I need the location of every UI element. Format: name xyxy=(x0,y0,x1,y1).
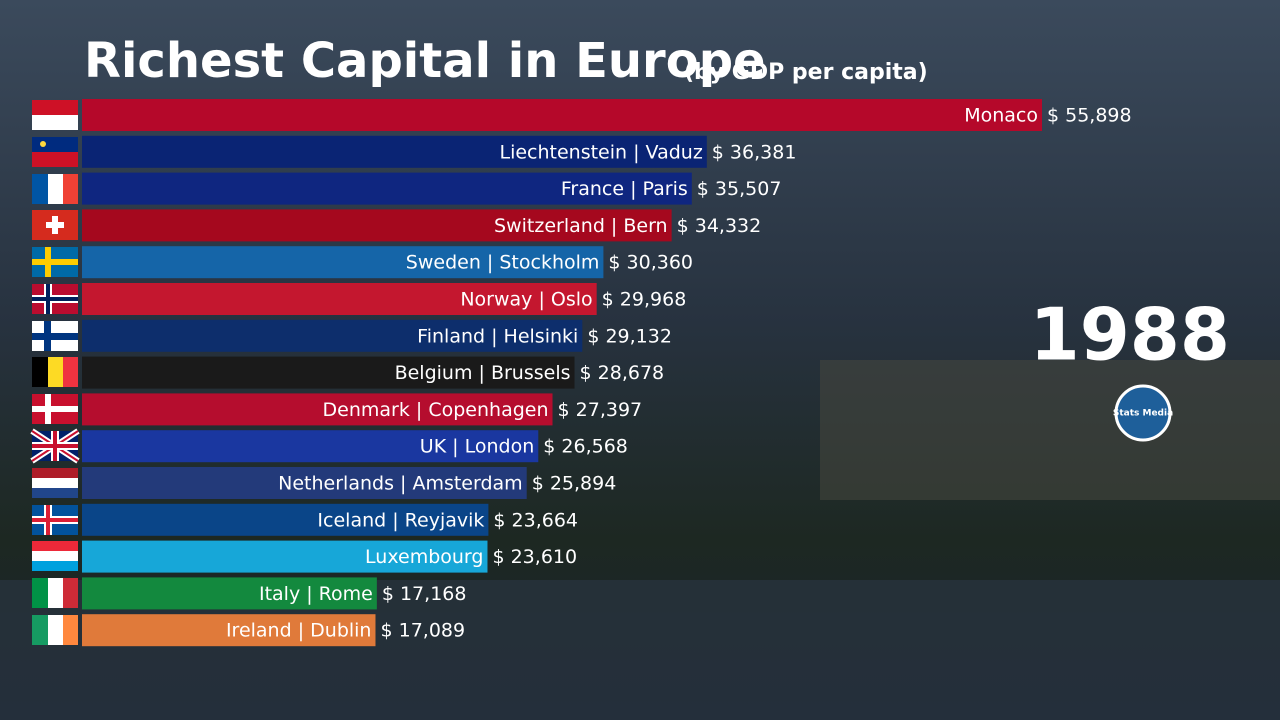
flag xyxy=(32,100,78,130)
flag xyxy=(32,615,78,645)
bar-label: Netherlands | Amsterdam xyxy=(278,473,523,495)
bar xyxy=(82,319,583,352)
value-label: $ 26,568 xyxy=(543,436,628,458)
bar xyxy=(82,135,707,168)
value-label: $ 27,397 xyxy=(558,399,643,421)
bar xyxy=(82,614,376,647)
flag xyxy=(32,541,78,571)
bar xyxy=(82,540,488,573)
value-label: $ 55,898 xyxy=(1047,105,1132,127)
bar xyxy=(82,246,604,279)
flag xyxy=(32,247,78,277)
flag xyxy=(32,210,78,240)
value-label: $ 30,360 xyxy=(608,252,693,274)
bar-label: Italy | Rome xyxy=(259,583,373,605)
bar-label: Finland | Helsinki xyxy=(417,325,578,347)
value-label: $ 28,678 xyxy=(580,362,665,384)
bar xyxy=(82,172,692,205)
value-label: $ 17,089 xyxy=(380,620,465,642)
flag xyxy=(32,394,78,424)
flag xyxy=(32,578,78,608)
value-label: $ 23,664 xyxy=(493,509,578,531)
bar-label: Norway | Oslo xyxy=(460,289,592,311)
bar-label: Liechtenstein | Vaduz xyxy=(499,141,702,163)
bar-label: Denmark | Copenhagen xyxy=(323,399,549,421)
logo-badge xyxy=(1114,384,1172,442)
flags xyxy=(30,100,80,645)
bar xyxy=(82,99,1042,131)
bar xyxy=(82,283,597,315)
bar-label: Switzerland | Bern xyxy=(494,215,668,237)
bar-label: Luxembourg xyxy=(365,546,483,568)
value-label: $ 29,968 xyxy=(602,289,687,311)
flag xyxy=(32,174,78,204)
chart-subtitle: (by GDP per capita) xyxy=(684,60,928,85)
chart-title: Richest Capital in Europe xyxy=(84,33,766,89)
bar xyxy=(82,356,575,389)
value-label: $ 23,610 xyxy=(492,546,577,568)
bar xyxy=(82,430,539,463)
logo-text: Stats Media xyxy=(1113,409,1173,419)
value-label: $ 17,168 xyxy=(382,583,467,605)
bar-label: France | Paris xyxy=(561,178,688,200)
flag xyxy=(32,284,78,314)
bar xyxy=(82,577,377,610)
value-label: $ 25,894 xyxy=(532,473,617,495)
bar-label: Ireland | Dublin xyxy=(226,620,372,642)
bar-label: Iceland | Reyjavik xyxy=(317,509,484,531)
value-label: $ 34,332 xyxy=(677,215,762,237)
flag xyxy=(32,505,78,535)
bar-label: Belgium | Brussels xyxy=(395,362,571,384)
bar-label: Monaco xyxy=(964,105,1038,127)
year-label: 1988 xyxy=(1030,293,1230,377)
bar-label: Sweden | Stockholm xyxy=(406,252,600,274)
bar xyxy=(82,467,527,499)
flag xyxy=(32,321,78,351)
flag xyxy=(32,468,78,498)
value-label: $ 36,381 xyxy=(712,141,797,163)
bar-label: UK | London xyxy=(420,436,535,458)
value-label: $ 35,507 xyxy=(697,178,782,200)
bar xyxy=(82,209,672,242)
flag xyxy=(30,428,80,464)
value-label: $ 29,132 xyxy=(587,325,672,347)
bar xyxy=(82,393,553,426)
building xyxy=(820,360,1280,500)
flag xyxy=(32,137,78,167)
flag xyxy=(32,357,78,387)
bar xyxy=(82,503,489,536)
